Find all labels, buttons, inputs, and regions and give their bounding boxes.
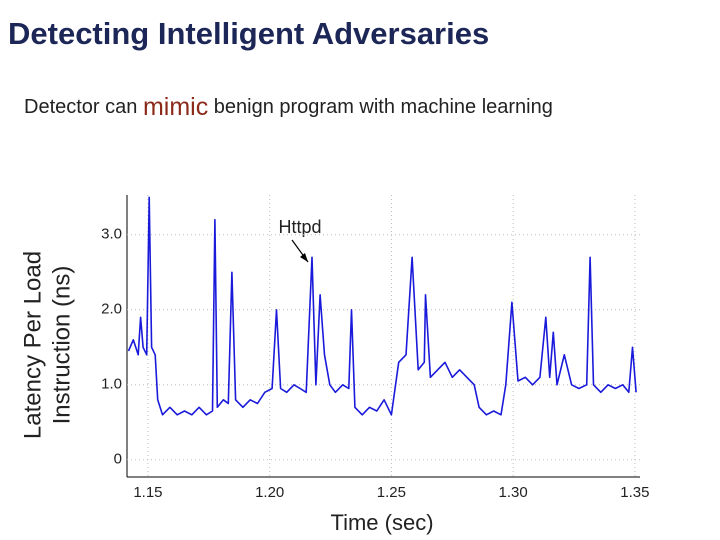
annotation: Httpd: [278, 217, 321, 237]
subtitle-text: benign program with machine learning: [208, 96, 553, 118]
data-line: [127, 196, 637, 416]
y-tick-label: 2.0: [101, 301, 122, 318]
x-tick-label: 1.35: [620, 484, 649, 501]
subtitle: Detector can mimic benign program with m…: [24, 93, 553, 121]
chart: Time (sec) Latency Per Load Instruction …: [19, 195, 649, 535]
y-tick-label: 3.0: [101, 226, 122, 243]
annotation-arrowhead: [300, 253, 308, 262]
slide-title: Detecting Intelligent Adversaries: [8, 16, 489, 51]
subtitle-text: Detector can: [24, 96, 143, 118]
x-axis-label: Time (sec): [330, 510, 433, 535]
y-axis-label: Instruction (ns): [48, 266, 75, 425]
y-tick-label: 0: [114, 451, 122, 468]
x-tick-label: 1.25: [377, 484, 406, 501]
subtitle-emphasis: mimic: [143, 93, 208, 121]
x-tick-label: 1.30: [499, 484, 528, 501]
x-tick-label: 1.20: [255, 484, 284, 501]
x-tick-label: 1.15: [133, 484, 162, 501]
y-tick-label: 1.0: [101, 376, 122, 393]
y-axis-label: Latency Per Load: [19, 251, 46, 439]
